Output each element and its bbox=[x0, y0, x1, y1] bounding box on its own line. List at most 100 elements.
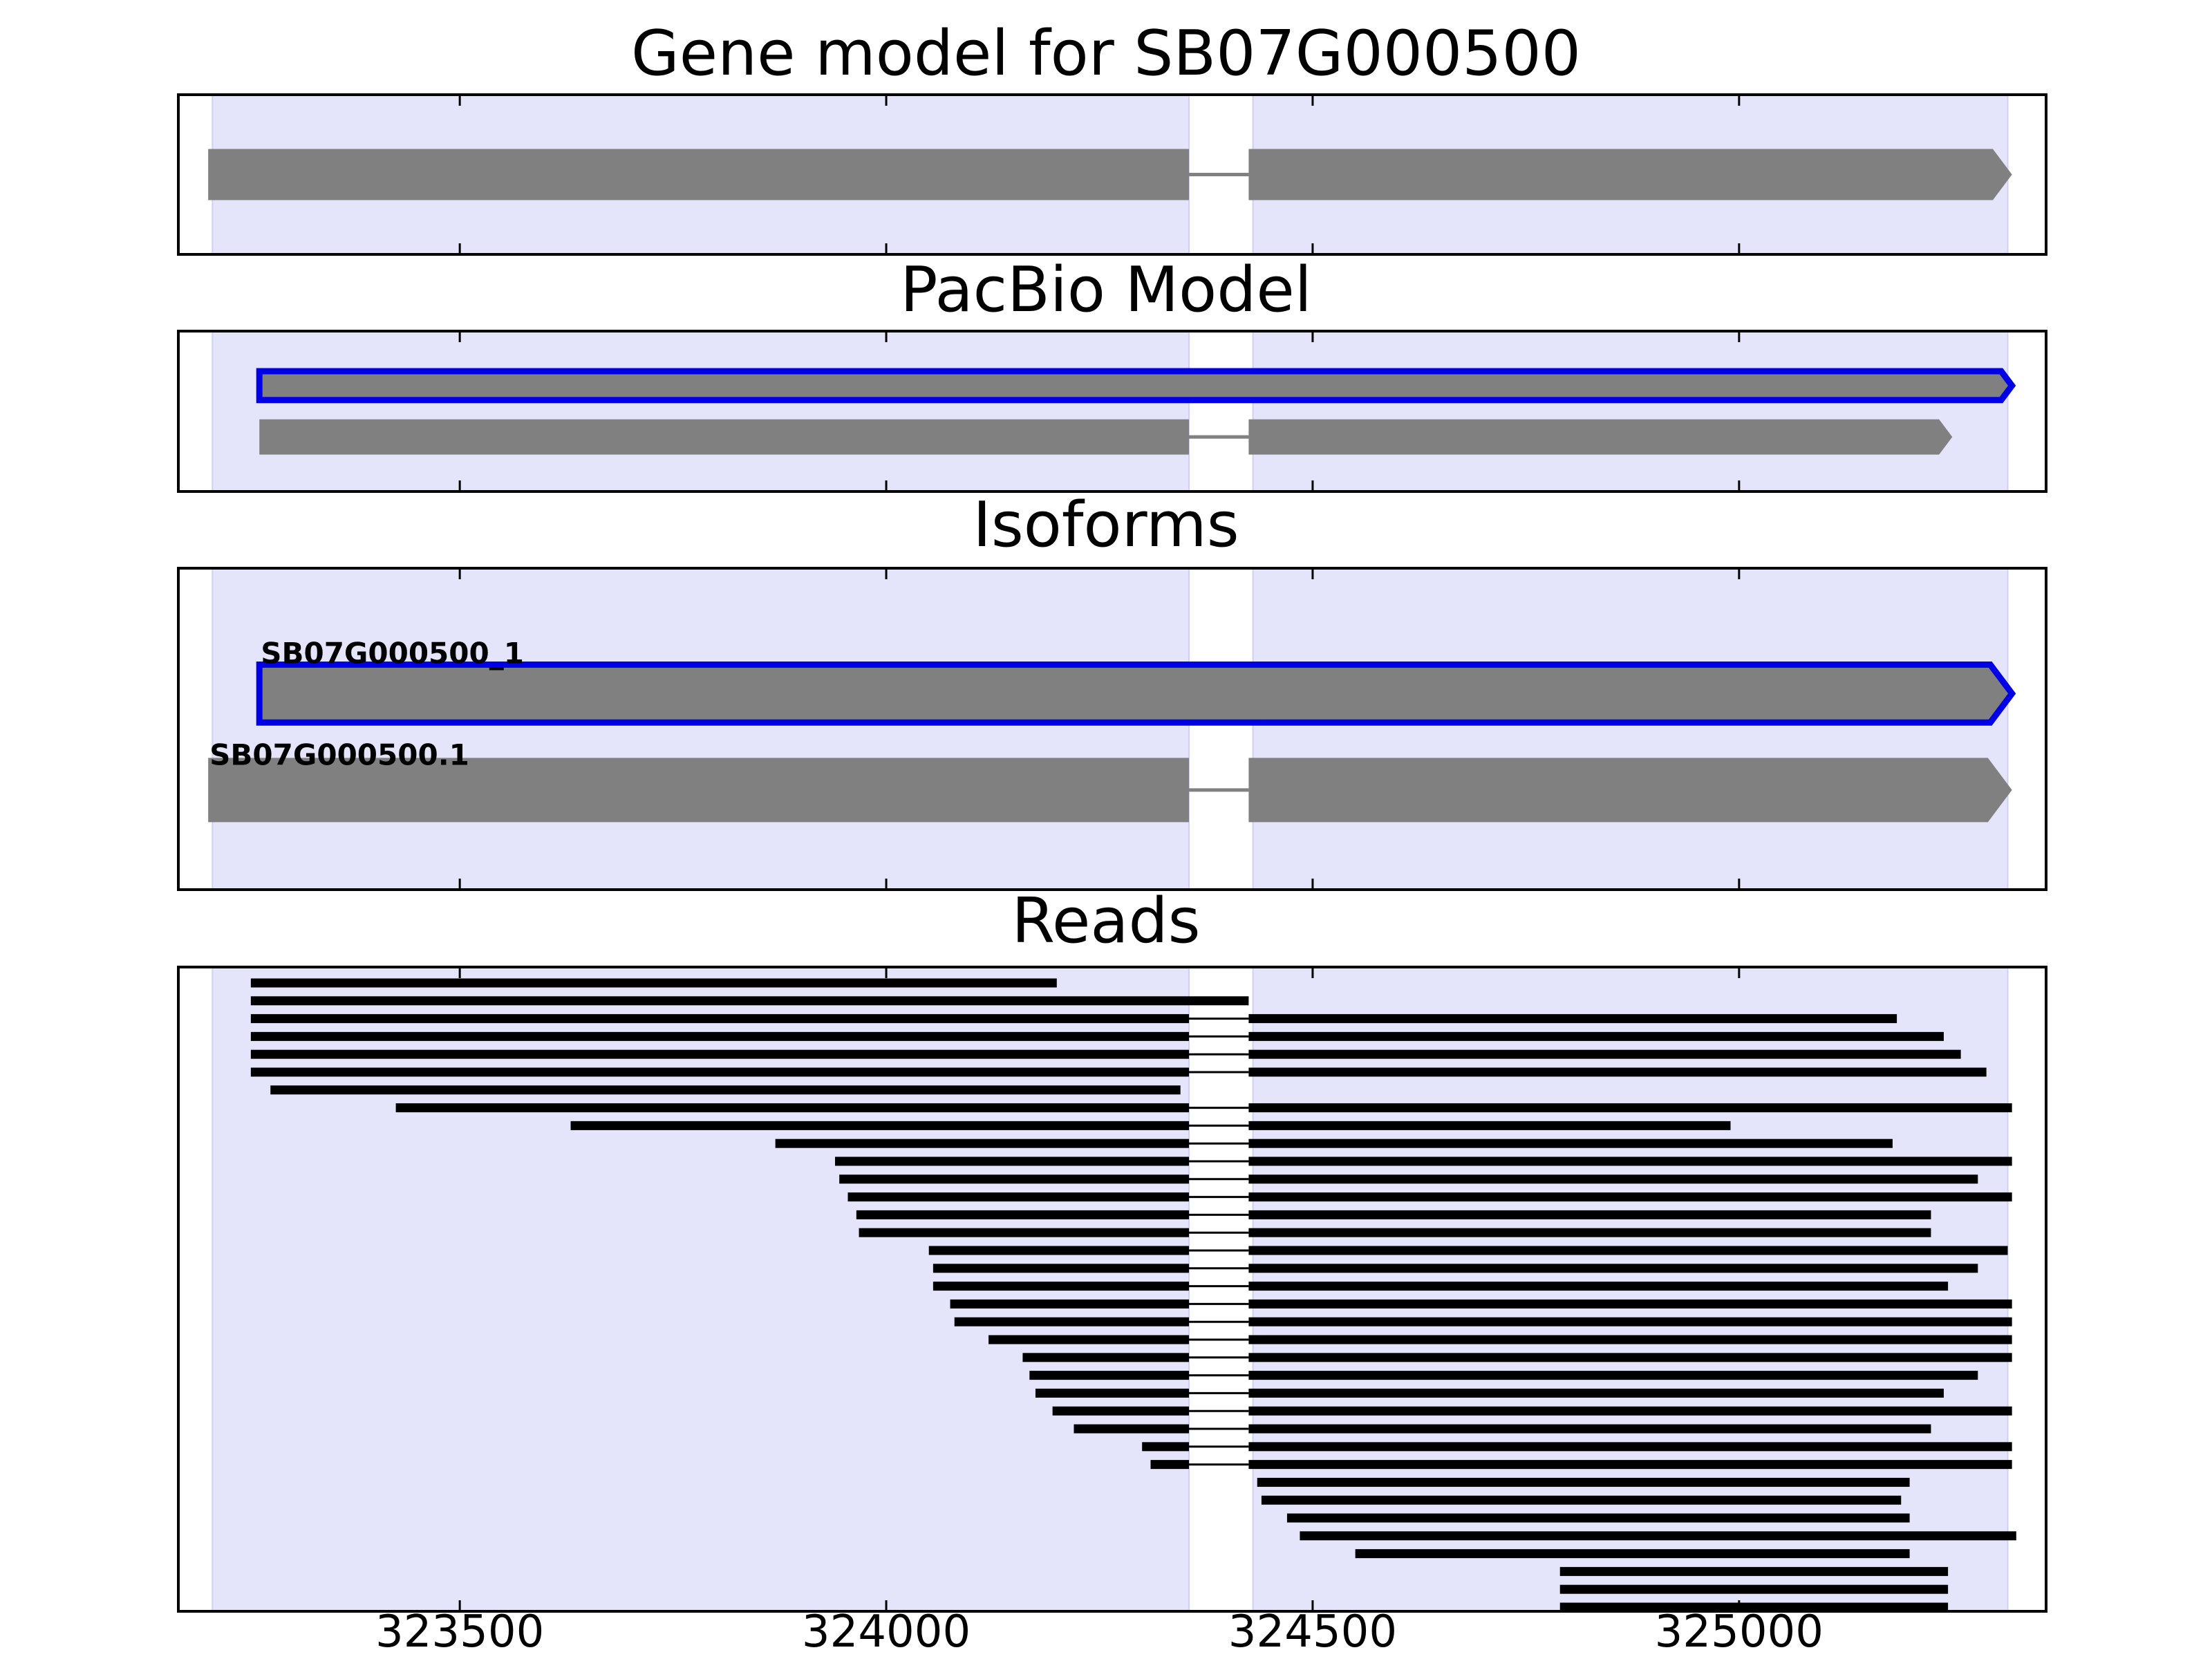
read-segment bbox=[847, 1192, 1190, 1202]
read bbox=[1261, 1495, 1902, 1505]
read-segment bbox=[1248, 1031, 1944, 1041]
exon bbox=[208, 149, 1190, 200]
read-segment bbox=[250, 978, 1057, 988]
reads-title: Reads bbox=[1011, 885, 1200, 957]
x-tick-label: 323500 bbox=[375, 1606, 544, 1658]
read-segment bbox=[1248, 1424, 1931, 1434]
read-segment bbox=[250, 1014, 1190, 1024]
axes-frame bbox=[177, 567, 2047, 891]
read bbox=[1300, 1531, 2016, 1541]
pacbio-model-panel: PacBio Model bbox=[177, 254, 2047, 493]
read-segment bbox=[1248, 1014, 1897, 1024]
read bbox=[835, 1156, 2012, 1166]
isoform-label: SB07G000500_1 bbox=[261, 637, 524, 671]
read bbox=[1286, 1513, 1910, 1523]
gene-feature bbox=[259, 419, 1953, 455]
read-segment bbox=[1559, 1566, 1949, 1576]
read-segment bbox=[1052, 1406, 1190, 1416]
gene-model-panel: Gene model for SB07G000500 bbox=[177, 17, 2047, 256]
exon bbox=[1248, 758, 2012, 823]
gene-model-title: Gene model for SB07G000500 bbox=[631, 17, 1581, 90]
read bbox=[988, 1335, 2012, 1344]
gene-feature: SB07G000500.1 bbox=[208, 738, 2012, 823]
pacbio-model-title: PacBio Model bbox=[900, 254, 1312, 326]
read bbox=[950, 1299, 2012, 1309]
read-segment bbox=[1248, 1282, 1949, 1291]
read bbox=[775, 1138, 1893, 1148]
exon-region-shading bbox=[1252, 568, 2009, 890]
read-segment bbox=[1248, 1121, 1731, 1130]
read bbox=[250, 1067, 1987, 1077]
exon-region-shading bbox=[1252, 330, 2009, 492]
read-segment bbox=[1248, 1156, 2012, 1166]
read-segment bbox=[1248, 1353, 2012, 1362]
read bbox=[250, 978, 1057, 988]
exon bbox=[208, 758, 1190, 823]
read-segment bbox=[835, 1156, 1190, 1166]
read-segment bbox=[1248, 1371, 1978, 1380]
read-segment bbox=[250, 1049, 1190, 1059]
read-segment bbox=[856, 1210, 1190, 1219]
read-segment bbox=[1248, 1406, 2012, 1416]
gene-feature: SB07G000500_1 bbox=[256, 637, 2016, 726]
read-segment bbox=[928, 1246, 1190, 1255]
read-segment bbox=[1248, 1246, 2008, 1255]
read bbox=[1559, 1566, 1949, 1576]
read-segment bbox=[250, 996, 1249, 1006]
read bbox=[395, 1103, 2012, 1113]
read-segment bbox=[1248, 1335, 2012, 1344]
read-segment bbox=[1248, 1138, 1893, 1148]
read-segment bbox=[1248, 1210, 1931, 1219]
read bbox=[1022, 1353, 2012, 1362]
read-segment bbox=[932, 1264, 1190, 1273]
read bbox=[932, 1264, 1978, 1273]
exon bbox=[1248, 149, 2012, 200]
exon-region-shading bbox=[212, 568, 1190, 890]
read bbox=[1029, 1371, 1978, 1380]
read-segment bbox=[1248, 1442, 2012, 1452]
read bbox=[250, 1014, 1897, 1024]
read-segment bbox=[1142, 1442, 1190, 1452]
exon bbox=[1248, 419, 1953, 455]
highlighted-exon bbox=[256, 368, 2016, 404]
read-segment bbox=[395, 1103, 1190, 1113]
read-segment bbox=[1150, 1460, 1190, 1470]
gene-feature bbox=[256, 368, 2016, 404]
read bbox=[859, 1228, 1931, 1237]
read-segment bbox=[1035, 1388, 1190, 1398]
read bbox=[1052, 1406, 2012, 1416]
read-segment bbox=[1248, 1299, 2012, 1309]
read-segment bbox=[1029, 1371, 1190, 1380]
exon bbox=[259, 419, 1190, 455]
read bbox=[847, 1192, 2012, 1202]
read bbox=[932, 1282, 1949, 1291]
read bbox=[1257, 1477, 1910, 1487]
read-segment bbox=[270, 1085, 1181, 1095]
read-segment bbox=[1248, 1067, 1987, 1077]
read-segment bbox=[1248, 1049, 1961, 1059]
x-axis: 323500 324000 324500 325000 bbox=[375, 1606, 1824, 1658]
x-tick-label: 325000 bbox=[1655, 1606, 1824, 1658]
read-segment bbox=[1074, 1424, 1190, 1434]
read bbox=[928, 1246, 2008, 1255]
read-segment bbox=[570, 1121, 1190, 1130]
highlighted-exon bbox=[256, 662, 2016, 726]
read-segment bbox=[1286, 1513, 1910, 1523]
gene-feature bbox=[208, 149, 2012, 200]
read bbox=[1559, 1602, 1949, 1612]
read bbox=[839, 1174, 1978, 1184]
read-segment bbox=[250, 1031, 1190, 1041]
exon-region-shading bbox=[212, 330, 1190, 492]
read-segment bbox=[1355, 1549, 1910, 1559]
axes-frame bbox=[177, 966, 2047, 1613]
axes-frame bbox=[177, 330, 2047, 493]
read-segment bbox=[1248, 1228, 1931, 1237]
read-segment bbox=[775, 1138, 1190, 1148]
read-segment bbox=[1248, 1317, 2012, 1327]
read bbox=[1074, 1424, 1931, 1434]
read-segment bbox=[950, 1299, 1190, 1309]
read-segment bbox=[1559, 1584, 1949, 1594]
read bbox=[1559, 1584, 1949, 1594]
read bbox=[1150, 1460, 2012, 1470]
read-segment bbox=[932, 1282, 1190, 1291]
